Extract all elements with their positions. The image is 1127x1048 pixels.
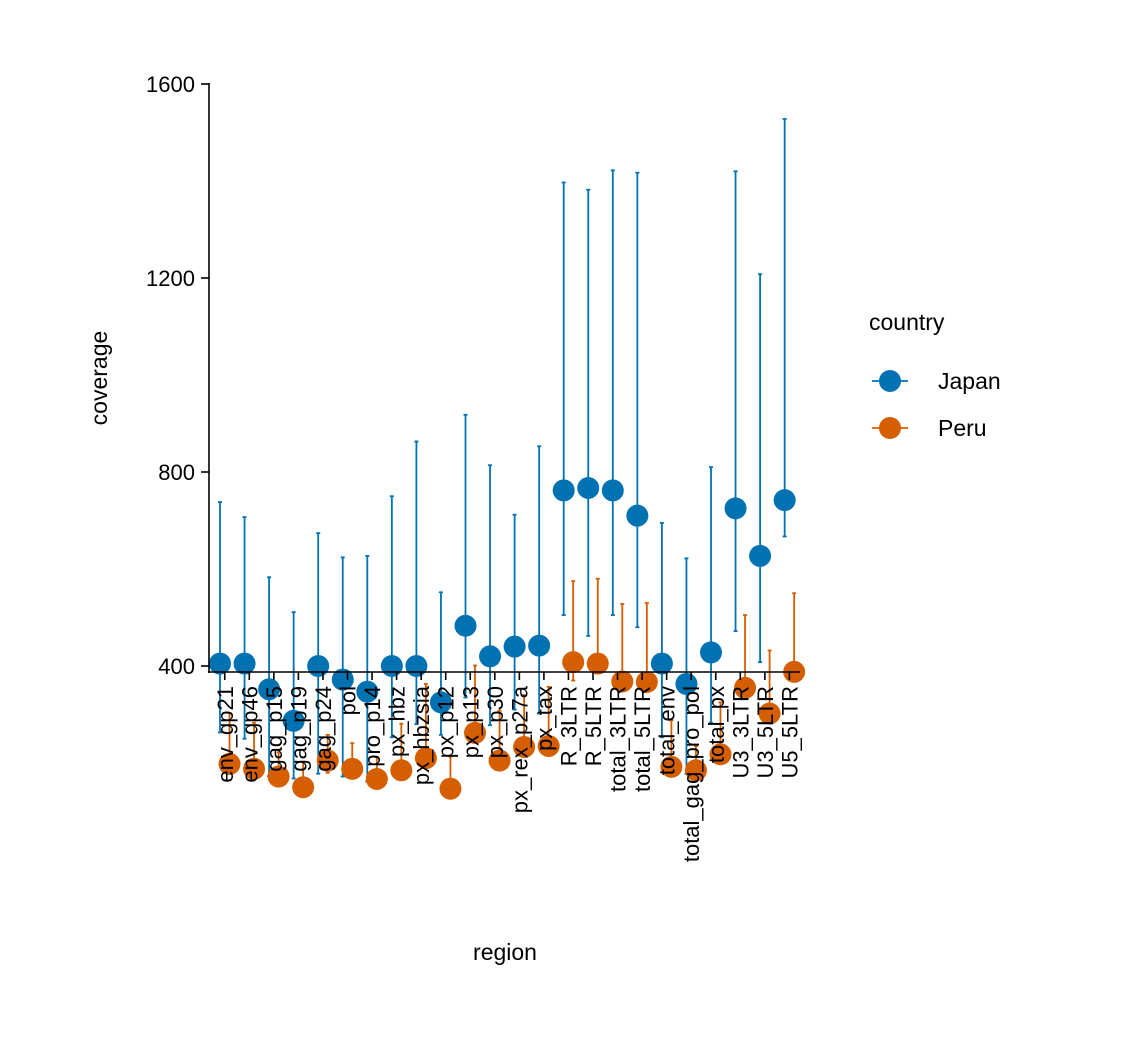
data-point <box>749 544 772 567</box>
data-point <box>626 504 649 527</box>
legend-label: Japan <box>938 368 1001 394</box>
y-tick-label: 800 <box>158 460 195 485</box>
data-point <box>552 479 575 502</box>
data-point <box>292 776 315 799</box>
data-point <box>464 721 486 744</box>
data-point <box>282 709 305 732</box>
data-point <box>650 652 673 675</box>
data-point <box>709 743 732 766</box>
y-tick-label: 1600 <box>146 72 195 97</box>
data-point <box>414 747 437 770</box>
data-point <box>513 735 536 758</box>
legend-item-japan: Japan <box>872 368 1001 394</box>
data-point <box>454 614 477 637</box>
x-tick-label: px_p13 <box>458 686 483 758</box>
data-point <box>700 641 722 664</box>
plot-area <box>209 118 806 800</box>
data-point <box>577 477 600 500</box>
data-point <box>356 680 379 703</box>
legend-item-peru: Peru <box>872 415 987 441</box>
x-tick-label: px_tax <box>532 686 557 751</box>
data-point <box>307 655 330 677</box>
x-tick-label: total_px <box>704 686 729 763</box>
x-tick-label: px_p30 <box>483 686 508 758</box>
x-tick-label: env_gp46 <box>237 686 262 783</box>
x-tick-label: px_rex_p27a <box>507 685 532 813</box>
data-point <box>537 735 560 758</box>
legend-label: Peru <box>938 415 987 441</box>
x-tick-label: U5_5LTR <box>777 686 802 779</box>
x-axis-title: region <box>473 939 537 965</box>
x-tick-label: px_hbzsia <box>409 685 434 785</box>
data-point <box>724 497 747 520</box>
data-point <box>503 635 526 658</box>
legend-title: country <box>869 309 945 335</box>
x-axis: env_gp21 env_gp46 gag_p15 gag_p19 gag_p24 pol… <box>208 671 802 862</box>
x-tick-label: px_p12 <box>434 686 459 758</box>
data-point <box>316 749 339 772</box>
x-tick-label: env_gp21 <box>213 686 238 783</box>
y-axis: 400 800 1200 1600 <box>146 72 210 679</box>
x-tick-label: pol <box>336 686 361 715</box>
data-point <box>734 676 757 699</box>
data-point <box>380 655 403 677</box>
x-tick-label: gag_p24 <box>311 686 336 772</box>
data-point <box>429 691 452 714</box>
series-peru <box>218 577 806 800</box>
data-point <box>601 479 624 502</box>
x-tick-label: U3_3LTR <box>728 686 753 779</box>
data-point <box>439 777 462 800</box>
x-tick-label: gag_p15 <box>262 686 287 772</box>
x-tick-label: gag_p19 <box>286 686 311 772</box>
data-point <box>267 765 290 788</box>
legend-key-point <box>879 417 901 439</box>
data-point <box>209 652 231 675</box>
data-point <box>660 755 683 778</box>
data-point <box>773 489 796 512</box>
y-tick-label: 1200 <box>146 266 195 291</box>
data-point <box>758 702 781 725</box>
x-tick-label: pro_p14 <box>360 686 385 767</box>
x-tick-label: total_5LTR <box>630 686 655 792</box>
data-point <box>243 757 266 780</box>
data-point <box>405 655 428 677</box>
series-japan <box>209 118 796 783</box>
data-point <box>586 652 609 675</box>
y-axis-title: coverage <box>86 331 112 426</box>
data-point <box>365 768 388 791</box>
data-point <box>684 759 707 782</box>
data-point <box>528 634 551 657</box>
x-tick-label: total_3LTR <box>606 686 631 792</box>
data-point <box>233 652 256 675</box>
data-point <box>258 678 281 701</box>
legend: country Japan Peru <box>869 309 1001 441</box>
y-tick-label: 400 <box>158 654 195 679</box>
x-tick-label: R_3LTR <box>556 686 581 766</box>
data-point <box>479 645 502 668</box>
data-point <box>390 759 413 782</box>
x-tick-label: total_env <box>655 686 680 775</box>
x-tick-label: total_gag_pro_pol <box>679 686 704 862</box>
data-point <box>488 749 511 772</box>
x-tick-label: px_hbz <box>385 686 410 757</box>
data-point <box>218 752 241 775</box>
data-point <box>341 757 364 780</box>
legend-key-point <box>879 370 901 392</box>
data-point <box>562 651 585 674</box>
x-tick-label: U3_5LTR <box>753 686 778 779</box>
x-tick-label: R_5LTR <box>581 686 606 766</box>
